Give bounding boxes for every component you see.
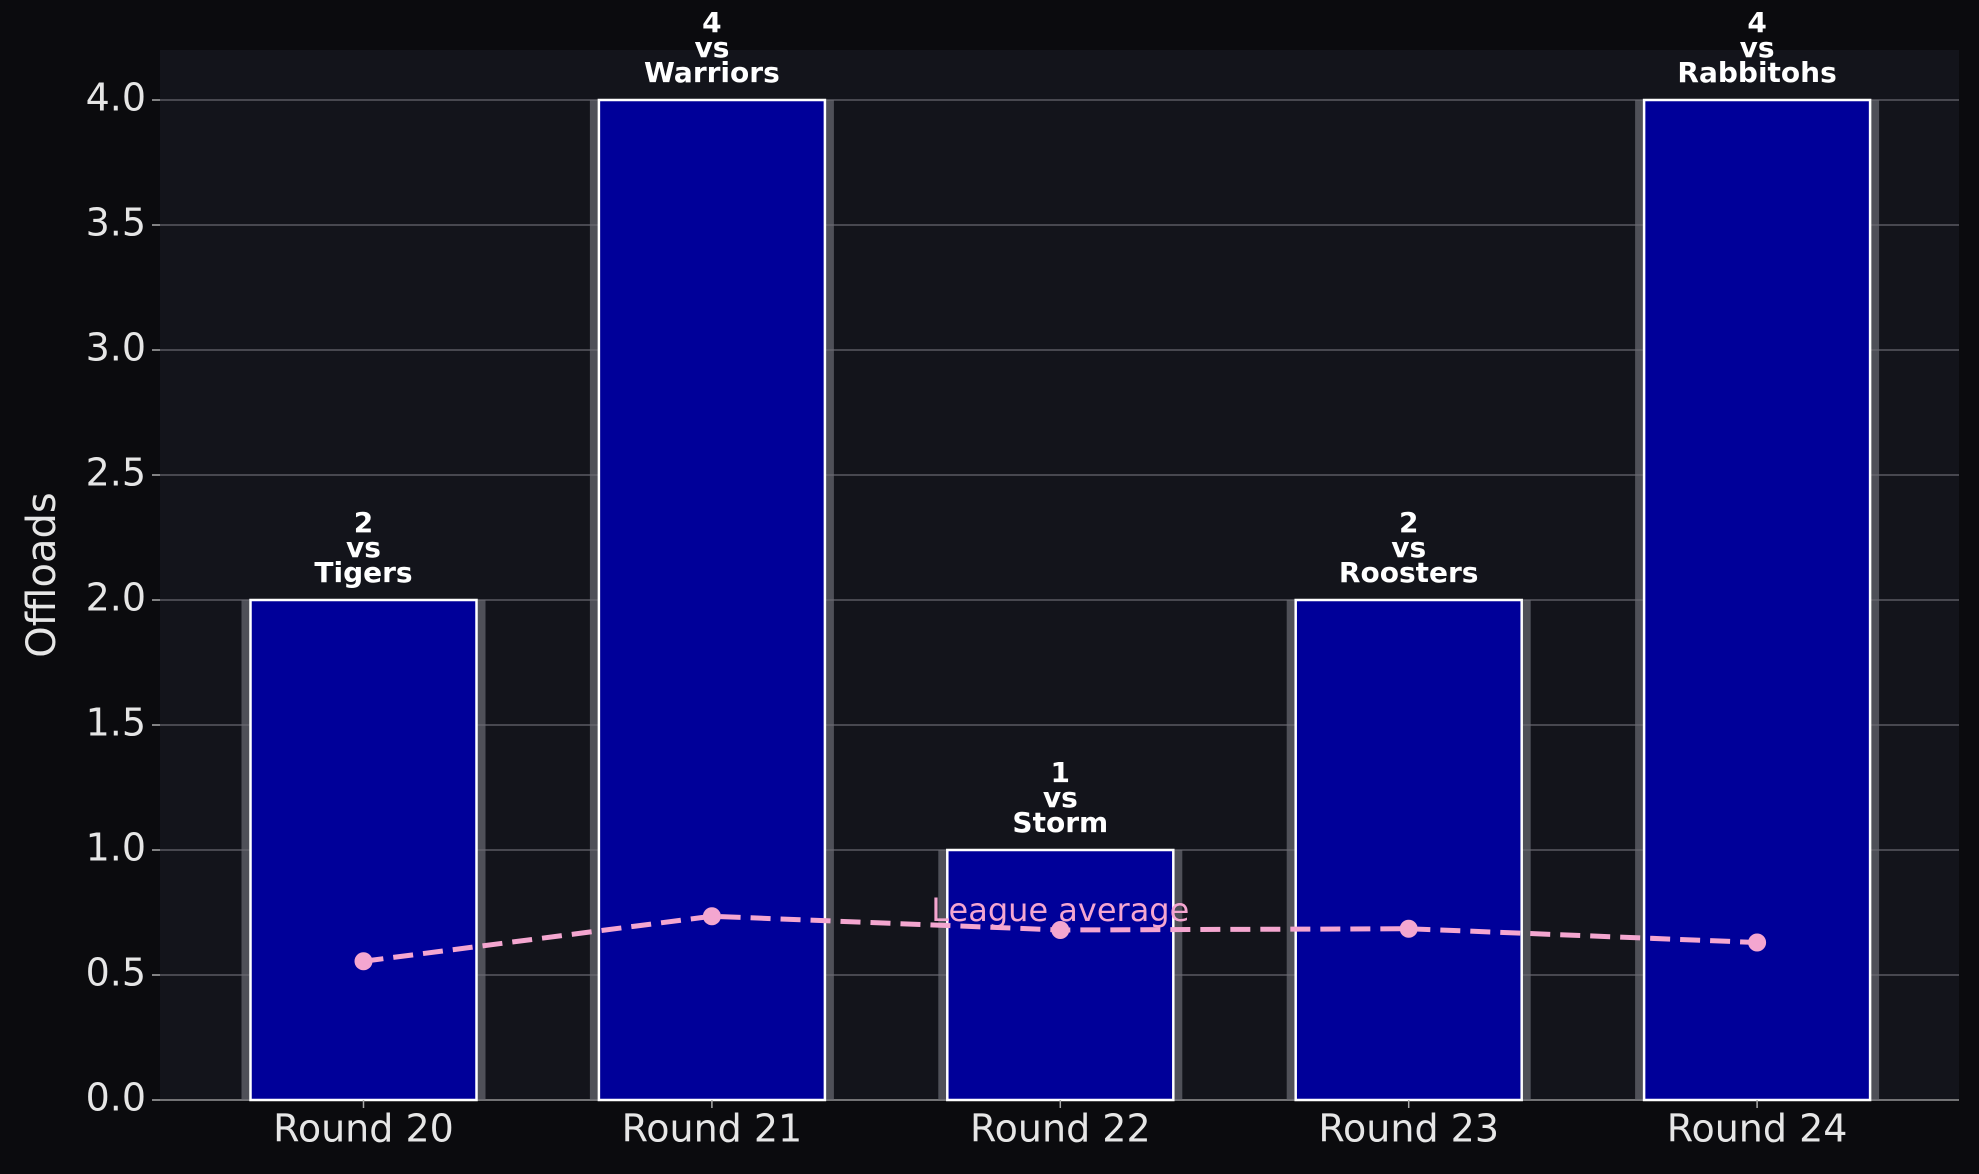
y-tick-label: 3.0 [86,326,146,370]
average-point [1748,933,1767,952]
bar-value-label: 1 [1051,756,1070,789]
bar [1294,598,1523,1102]
bar-matchup-label: vs [1740,31,1775,64]
x-tick-label: Round 20 [273,1107,454,1151]
x-tick-label: Round 24 [1667,1107,1848,1151]
y-tick-label: 2.5 [86,451,146,495]
average-label: League average [931,891,1189,929]
x-tick-label: Round 23 [1318,1107,1499,1151]
bar-value-label: 2 [354,506,373,539]
bar-matchup-label: vs [1391,531,1426,564]
bar [249,598,478,1102]
bar-value-label: 2 [1399,506,1418,539]
y-tick-label: 3.5 [86,201,146,245]
y-axis-label: Offloads [19,492,65,657]
average-point [1051,921,1070,939]
bar-matchup-label: Tigers [314,556,412,589]
bar-matchup-label: Warriors [644,56,780,89]
y-tick-label: 0.5 [86,951,146,995]
x-tick-label: Round 22 [970,1107,1151,1151]
x-tick-label: Round 21 [622,1107,803,1151]
average-point [354,952,373,971]
bar-value-label: 4 [702,6,721,39]
bar-matchup-label: Storm [1012,806,1108,839]
bar-matchup-label: vs [346,531,381,564]
bar-matchup-label: vs [1043,781,1078,814]
y-tick-label: 2.0 [86,576,146,620]
y-tick-label: 1.5 [86,701,146,745]
bar-matchup-label: vs [694,31,729,64]
bar-value-label: 4 [1747,6,1766,39]
bar [1642,98,1872,1102]
bar-matchup-label: Roosters [1339,556,1479,589]
bar [946,848,1175,1102]
y-tick-label: 0.0 [86,1076,146,1120]
bar [597,98,827,1102]
average-point [702,907,721,926]
bar-matchup-label: Rabbitohs [1677,56,1836,89]
y-tick-label: 1.0 [86,826,146,870]
average-point [1399,919,1418,938]
y-tick-label: 4.0 [86,76,146,120]
